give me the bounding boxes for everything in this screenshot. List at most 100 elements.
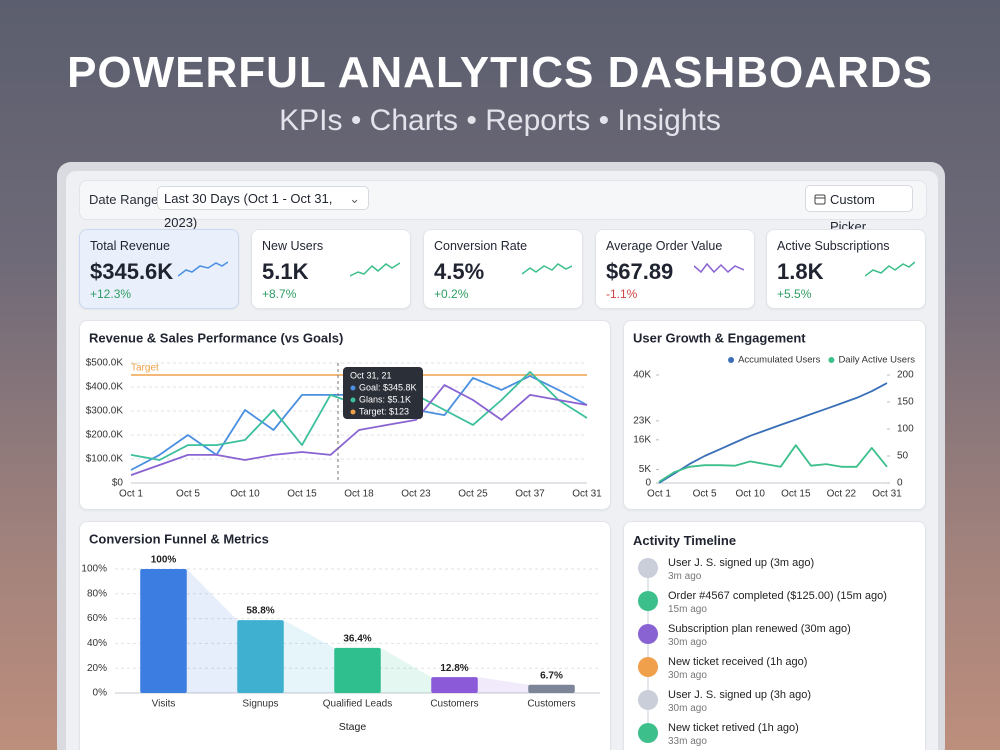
y2-tick-label: 0 bbox=[897, 478, 903, 489]
y-tick-label: $200.0K bbox=[86, 430, 124, 441]
kpi-card[interactable]: Conversion Rate 4.5% +0.2% bbox=[423, 229, 583, 309]
kpi-label: Active Subscriptions bbox=[777, 239, 890, 253]
order-icon bbox=[638, 591, 658, 611]
value-label: 36.4% bbox=[343, 634, 371, 645]
x-tick-label: Oct 15 bbox=[287, 489, 317, 500]
y-tick-label: 0 bbox=[645, 478, 651, 489]
funnel-connector bbox=[283, 620, 335, 693]
funnel-connector bbox=[186, 569, 238, 693]
date-range-value: Last 30 Days (Oct 1 - Oct 31, 2023) bbox=[164, 191, 333, 230]
timeline-time: 15m ago bbox=[668, 604, 707, 615]
funnel-connector bbox=[380, 647, 432, 693]
y-tick-label: 80% bbox=[87, 588, 107, 599]
legend-swatch bbox=[828, 357, 835, 363]
timeline-text: Subscription plan renewed (30m ago) bbox=[668, 623, 851, 635]
kpi-value: 1.8K bbox=[777, 259, 824, 284]
avatar bbox=[638, 690, 658, 710]
user-growth-card bbox=[623, 320, 926, 510]
legend-swatch bbox=[728, 357, 735, 363]
y-tick-label: $400.0K bbox=[86, 382, 124, 393]
document-icon bbox=[638, 723, 658, 743]
sparkline bbox=[178, 261, 228, 277]
x-tick-label: Oct 15 bbox=[781, 489, 811, 500]
tooltip-swatch bbox=[350, 409, 356, 415]
timeline-text: New ticket received (1h ago) bbox=[668, 656, 808, 668]
x-tick-label: Oct 10 bbox=[230, 489, 260, 500]
x-tick-label: Oct 1 bbox=[647, 489, 671, 500]
sparkline bbox=[694, 262, 744, 274]
timeline-text: User J. S. signed up (3m ago) bbox=[668, 557, 815, 569]
series-line bbox=[130, 384, 588, 476]
timeline-time: 30m ago bbox=[668, 670, 707, 681]
tooltip-text: Goal: $345.8K bbox=[359, 382, 417, 392]
bar bbox=[528, 684, 575, 693]
kpi-change: +0.2% bbox=[434, 287, 469, 301]
timeline-text: Order #4567 completed ($125.00) (15m ago… bbox=[668, 590, 887, 602]
date-range-select[interactable]: Last 30 Days (Oct 1 - Oct 31, 2023) ⌄ bbox=[157, 186, 369, 230]
kpi-change: +5.5% bbox=[777, 287, 812, 301]
x-tick-label: Oct 23 bbox=[401, 489, 431, 500]
sparkline bbox=[350, 262, 400, 277]
y-tick-label: 20% bbox=[87, 663, 107, 674]
kpi-value: $345.6K bbox=[90, 259, 174, 284]
tooltip bbox=[343, 367, 423, 419]
custom-picker-button[interactable]: Custom Picker bbox=[805, 185, 913, 234]
kpi-card[interactable]: Active Subscriptions 1.8K +5.5% bbox=[766, 229, 926, 309]
legend-label: Daily Active Users bbox=[838, 355, 915, 366]
sparkline bbox=[522, 263, 572, 275]
timeline-time: 30m ago bbox=[668, 703, 707, 714]
date-range-label: Date Range: bbox=[89, 192, 162, 207]
timeline-time: 3m ago bbox=[668, 571, 702, 582]
kpi-card[interactable]: Total Revenue $345.6K +12.3% bbox=[79, 229, 239, 309]
tooltip-text: Target: $123 bbox=[359, 406, 409, 416]
tooltip-text: Glans: $5.1K bbox=[359, 394, 411, 404]
y2-tick-label: 200 bbox=[897, 370, 914, 381]
kpi-value: 4.5% bbox=[434, 259, 485, 284]
kpi-label: New Users bbox=[262, 239, 324, 253]
series-line bbox=[658, 382, 888, 484]
x-tick-label: Customers bbox=[430, 699, 478, 710]
x-tick-label: Visits bbox=[152, 699, 176, 710]
bar bbox=[140, 569, 187, 693]
tooltip-title: Oct 31, 21 bbox=[350, 370, 392, 380]
y-tick-label: 5K bbox=[639, 464, 652, 475]
ticket-icon bbox=[638, 657, 658, 677]
timeline-text: New ticket retived (1h ago) bbox=[668, 722, 799, 734]
hero-subtitle: KPIs • Charts • Reports • Insights bbox=[279, 104, 721, 137]
value-label: 58.8% bbox=[246, 606, 274, 617]
y-tick-label: 23K bbox=[633, 416, 651, 427]
x-tick-label: Oct 37 bbox=[515, 489, 545, 500]
y2-tick-label: 50 bbox=[897, 451, 909, 462]
bar bbox=[334, 647, 381, 693]
kpi-card[interactable]: Average Order Value $67.89 -1.1% bbox=[595, 229, 755, 309]
timeline-time: 30m ago bbox=[668, 637, 707, 648]
y-tick-label: $500.0K bbox=[86, 358, 124, 369]
x-tick-label: Oct 1 bbox=[119, 489, 143, 500]
x-tick-label: Oct 18 bbox=[344, 489, 374, 500]
chart-title: Conversion Funnel & Metrics bbox=[89, 531, 269, 546]
x-tick-label: Oct 5 bbox=[693, 489, 717, 500]
tooltip-swatch bbox=[350, 385, 356, 391]
y-tick-label: $100.0K bbox=[86, 454, 124, 465]
bar bbox=[431, 677, 478, 693]
chart-title: User Growth & Engagement bbox=[633, 330, 806, 345]
value-label: 12.8% bbox=[440, 663, 468, 674]
kpi-change: -1.1% bbox=[606, 287, 638, 301]
tooltip-swatch bbox=[350, 397, 356, 403]
kpi-card[interactable]: New Users 5.1K +8.7% bbox=[251, 229, 411, 309]
timeline-card bbox=[623, 521, 926, 750]
chevron: ⌄ bbox=[349, 191, 360, 206]
x-tick-label: Oct 5 bbox=[176, 489, 200, 500]
value-label: 100% bbox=[151, 555, 177, 566]
target-label: Target bbox=[131, 363, 159, 374]
kpi-label: Conversion Rate bbox=[434, 239, 528, 253]
y-tick-label: 100% bbox=[81, 564, 107, 575]
x-tick-label: Oct 10 bbox=[735, 489, 765, 500]
x-tick-label: Customers bbox=[527, 699, 575, 710]
calendar-icon bbox=[814, 194, 826, 205]
x-tick-label: Oct 31 bbox=[872, 489, 902, 500]
chart-title: Revenue & Sales Performance (vs Goals) bbox=[89, 330, 343, 345]
kpi-change: +12.3% bbox=[90, 287, 132, 301]
y2-tick-label: 150 bbox=[897, 397, 914, 408]
